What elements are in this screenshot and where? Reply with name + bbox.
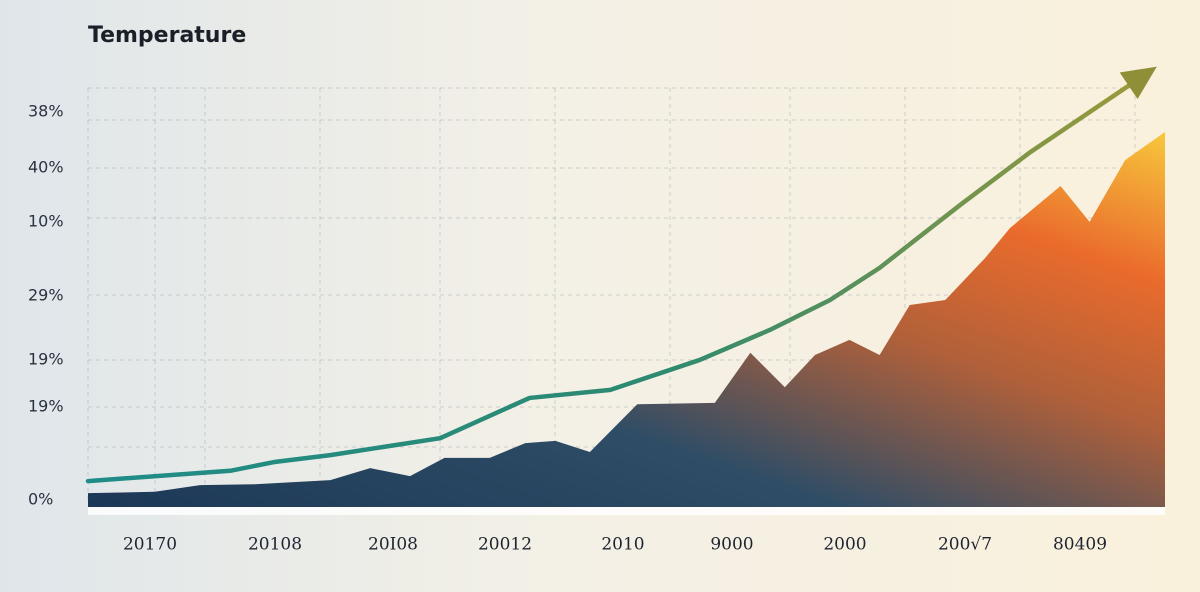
x-label: 20108 — [248, 535, 302, 555]
chart-title: Temperature — [88, 23, 246, 48]
x-label: 20012 — [478, 535, 532, 555]
x-label: 20I08 — [368, 535, 418, 555]
trend-line — [85, 75, 1143, 484]
y-label: 19% — [28, 350, 64, 369]
y-label: 10% — [28, 212, 64, 231]
x-label: 2010 — [601, 535, 644, 555]
x-label: 80409 — [1053, 535, 1107, 555]
y-label: 29% — [28, 286, 64, 305]
arrow-head — [1119, 66, 1157, 99]
baseline-shadow — [88, 507, 1165, 515]
x-label: 20170 — [123, 535, 177, 555]
y-label: 38% — [28, 102, 64, 121]
y-label: 0% — [28, 490, 53, 509]
x-label: 200√7 — [938, 535, 992, 555]
x-label: 9000 — [710, 535, 753, 555]
y-label: 19% — [28, 397, 64, 416]
x-label: 2000 — [823, 535, 866, 555]
y-label: 40% — [28, 158, 64, 177]
area — [88, 131, 1165, 508]
